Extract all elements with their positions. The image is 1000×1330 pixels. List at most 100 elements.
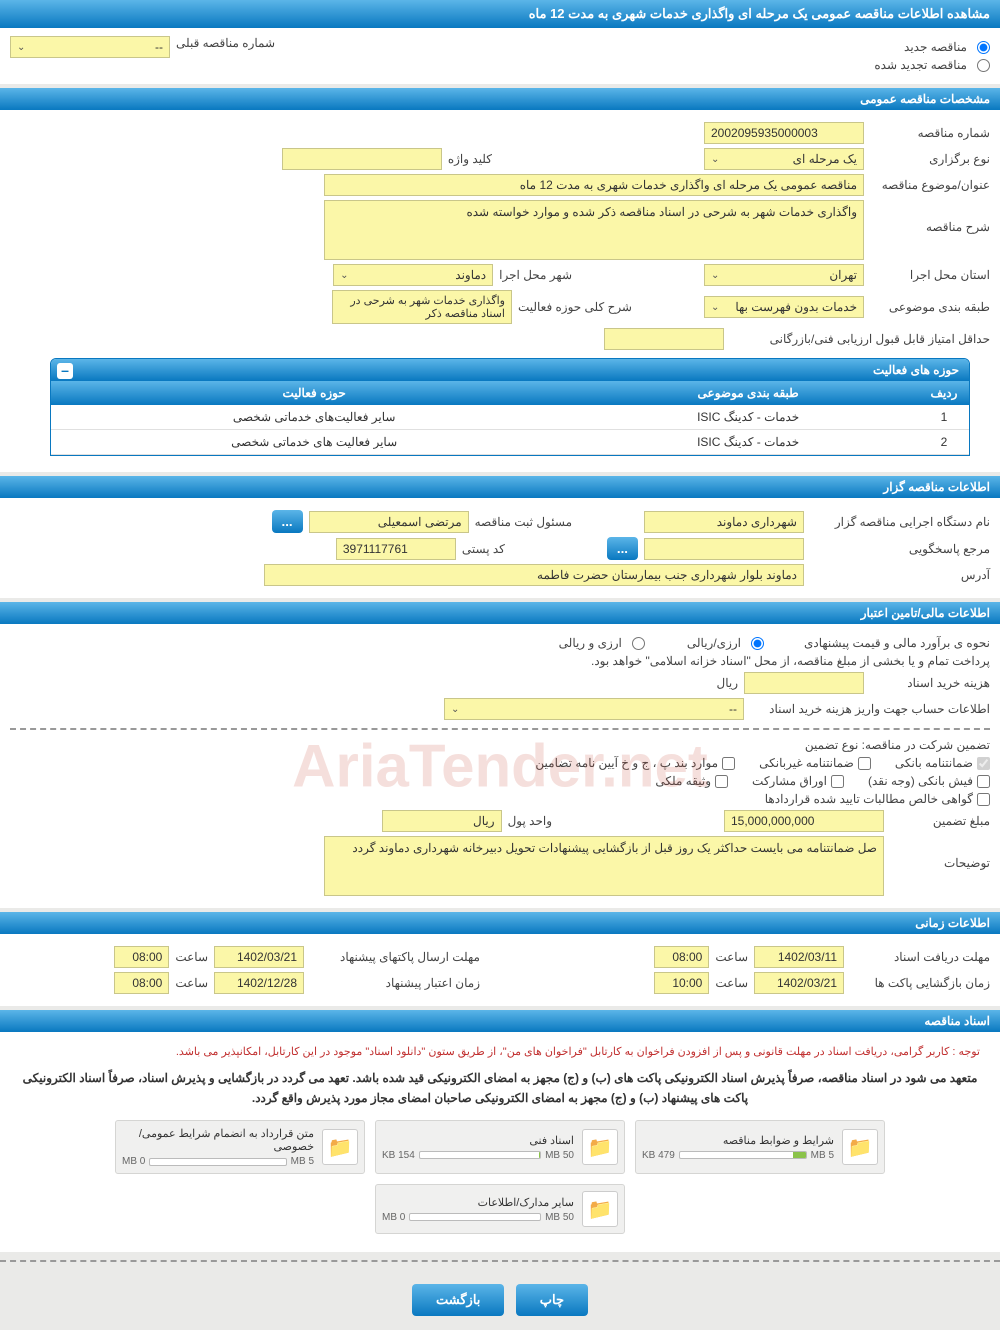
chk-bylaw[interactable] (722, 757, 735, 770)
notice-bold: متعهد می شود در اسناد مناقصه، صرفاً پذیر… (10, 1066, 990, 1111)
field-agency: شهرداری دماوند (644, 511, 804, 533)
back-button[interactable]: بازگشت (412, 1284, 504, 1316)
label-category: طبقه بندی موضوعی (870, 300, 990, 314)
more-registrar-button[interactable]: ... (272, 510, 303, 533)
th-row: ردیف (919, 381, 969, 405)
chk-property[interactable] (715, 775, 728, 788)
chevron-down-icon: ⌄ (340, 270, 348, 281)
label-tender-no: شماره مناقصه (870, 126, 990, 140)
field-tender-no: 2002095935000003 (704, 122, 864, 144)
progress-bar (409, 1213, 541, 1221)
section-organizer: اطلاعات مناقصه گزار (0, 476, 1000, 498)
cell-cat: خدمات - کدینگ ISIC (577, 405, 919, 430)
field-submit-date: 1402/03/21 (214, 946, 304, 968)
cell-scope: سایر فعالیت های خدماتی شخصی (51, 430, 577, 455)
lbl-nonbank-guarantee: ضمانتنامه غیربانکی (759, 756, 854, 770)
financial-content: AriaTender.net نحوه ی برآورد مالی و قیمت… (0, 624, 1000, 908)
label-agency: نام دستگاه اجرایی مناقصه گزار (810, 515, 990, 529)
label-prev-number: شماره مناقصه قبلی (176, 36, 275, 50)
field-subject: مناقصه عمومی یک مرحله ای واگذاری خدمات ش… (324, 174, 864, 196)
more-unit-button[interactable]: ... (607, 537, 638, 560)
radio-renewed-tender[interactable] (977, 59, 990, 72)
field-desc: واگذاری خدمات شهر به شرحی در اسناد مناقص… (324, 200, 864, 260)
label-time1: ساعت (715, 950, 748, 964)
treasury-note: پرداخت تمام و یا بخشی از مبلغ مناقصه، از… (591, 654, 990, 668)
button-row: چاپ بازگشت (0, 1270, 1000, 1330)
doc-box[interactable]: 📁 اسناد فنی 50 MB 154 KB (375, 1120, 625, 1174)
field-receive-date: 1402/03/11 (754, 946, 844, 968)
field-keyword[interactable] (282, 148, 442, 170)
label-currency-rial: ارزی/ریالی (687, 636, 741, 650)
label-notes: توضیحات (890, 836, 990, 870)
radio-currency-both[interactable] (632, 637, 645, 650)
separator (10, 728, 990, 730)
cell-n: 2 (919, 430, 969, 455)
radio-new-tender[interactable] (977, 41, 990, 54)
doc-box[interactable]: 📁 متن قرارداد به انضمام شرایط عمومی/خصوص… (115, 1120, 365, 1174)
doc-box[interactable]: 📁 شرایط و ضوابط مناقصه 5 MB 479 KB (635, 1120, 885, 1174)
doc-max: 5 MB (811, 1150, 834, 1161)
field-scope-desc: واگذاری خدمات شهر به شرحی در اسناد مناقص… (332, 290, 512, 324)
label-desc: شرح مناقصه (870, 200, 990, 234)
documents-content: توجه : کاربر گرامی، دریافت اسناد در مهلت… (0, 1032, 1000, 1252)
lbl-bonds: اوراق مشارکت (752, 774, 827, 788)
label-account: اطلاعات حساب جهت واریز هزینه خرید اسناد (750, 702, 990, 716)
doc-title: متن قرارداد به انضمام شرایط عمومی/خصوصی (122, 1127, 314, 1153)
chk-receivables[interactable] (977, 793, 990, 806)
field-validity-date: 1402/12/28 (214, 972, 304, 994)
field-unit-currency: ریال (382, 810, 502, 832)
folder-icon: 📁 (842, 1129, 878, 1165)
lbl-bylaw: موارد بند پ ، ج و خ آیین نامه تضامین (535, 756, 718, 770)
chk-bank-guarantee[interactable] (977, 757, 990, 770)
doc-title: سایر مدارک/اطلاعات (382, 1196, 574, 1209)
folder-icon: 📁 (582, 1129, 618, 1165)
doc-info: متن قرارداد به انضمام شرایط عمومی/خصوصی … (122, 1127, 314, 1167)
doc-title: اسناد فنی (382, 1134, 574, 1147)
select-prev-number[interactable]: -- ⌄ (10, 36, 170, 58)
doc-grid: 📁 شرایط و ضوابط مناقصه 5 MB 479 KB 📁 اسن… (10, 1120, 990, 1234)
chk-nonbank-guarantee[interactable] (858, 757, 871, 770)
label-registrar: مسئول ثبت مناقصه (475, 515, 572, 529)
label-scope-desc: شرح کلی حوزه فعالیت (518, 300, 632, 314)
cell-cat: خدمات - کدینگ ISIC (577, 430, 919, 455)
select-province[interactable]: تهران⌄ (704, 264, 864, 286)
folder-icon: 📁 (582, 1191, 618, 1227)
select-account[interactable]: --⌄ (444, 698, 744, 720)
doc-max: 50 MB (545, 1212, 574, 1223)
folder-icon: 📁 (322, 1129, 358, 1165)
collapse-icon[interactable]: – (57, 363, 73, 379)
doc-max: 5 MB (291, 1156, 314, 1167)
table-row: 1خدمات - کدینگ ISICسایر فعالیت‌های خدمات… (51, 405, 969, 430)
activity-table-title: حوزه های فعالیت – (51, 359, 969, 381)
doc-max: 50 MB (545, 1150, 574, 1161)
label-time4: ساعت (175, 976, 208, 990)
radio-currency-rial[interactable] (751, 637, 764, 650)
chevron-down-icon: ⌄ (451, 704, 459, 715)
label-renewed-tender: مناقصه تجدید شده (874, 58, 967, 72)
select-category[interactable]: خدمات بدون فهرست بها ⌄ (704, 296, 864, 318)
label-address: آدرس (810, 568, 990, 582)
progress-bar (419, 1151, 541, 1159)
category-value: خدمات بدون فهرست بها (735, 300, 857, 314)
label-unit: واحد پول (508, 814, 552, 828)
field-open-date: 1402/03/21 (754, 972, 844, 994)
chk-bank-receipt[interactable] (977, 775, 990, 788)
label-time3: ساعت (715, 976, 748, 990)
chevron-down-icon: ⌄ (711, 302, 719, 313)
select-type[interactable]: یک مرحله ای⌄ (704, 148, 864, 170)
select-city[interactable]: دماوند⌄ (333, 264, 493, 286)
table-row: 2خدمات - کدینگ ISICسایر فعالیت های خدمات… (51, 430, 969, 455)
label-receive: مهلت دریافت اسناد (850, 950, 990, 964)
doc-info: شرایط و ضوابط مناقصه 5 MB 479 KB (642, 1134, 834, 1161)
doc-box[interactable]: 📁 سایر مدارک/اطلاعات 50 MB 0 MB (375, 1184, 625, 1234)
print-button[interactable]: چاپ (516, 1284, 588, 1316)
chk-bonds[interactable] (831, 775, 844, 788)
label-keyword: کلید واژه (448, 152, 492, 166)
bottom-separator (0, 1260, 1000, 1262)
label-currency-both: ارزی و ریالی (559, 636, 622, 650)
field-validity-time: 08:00 (114, 972, 169, 994)
field-registrar: مرتضی اسمعیلی (309, 511, 469, 533)
th-scope: حوزه فعالیت (51, 381, 577, 405)
lbl-bank-receipt: فیش بانکی (وجه نقد) (868, 774, 973, 788)
doc-title: شرایط و ضوابط مناقصه (642, 1134, 834, 1147)
